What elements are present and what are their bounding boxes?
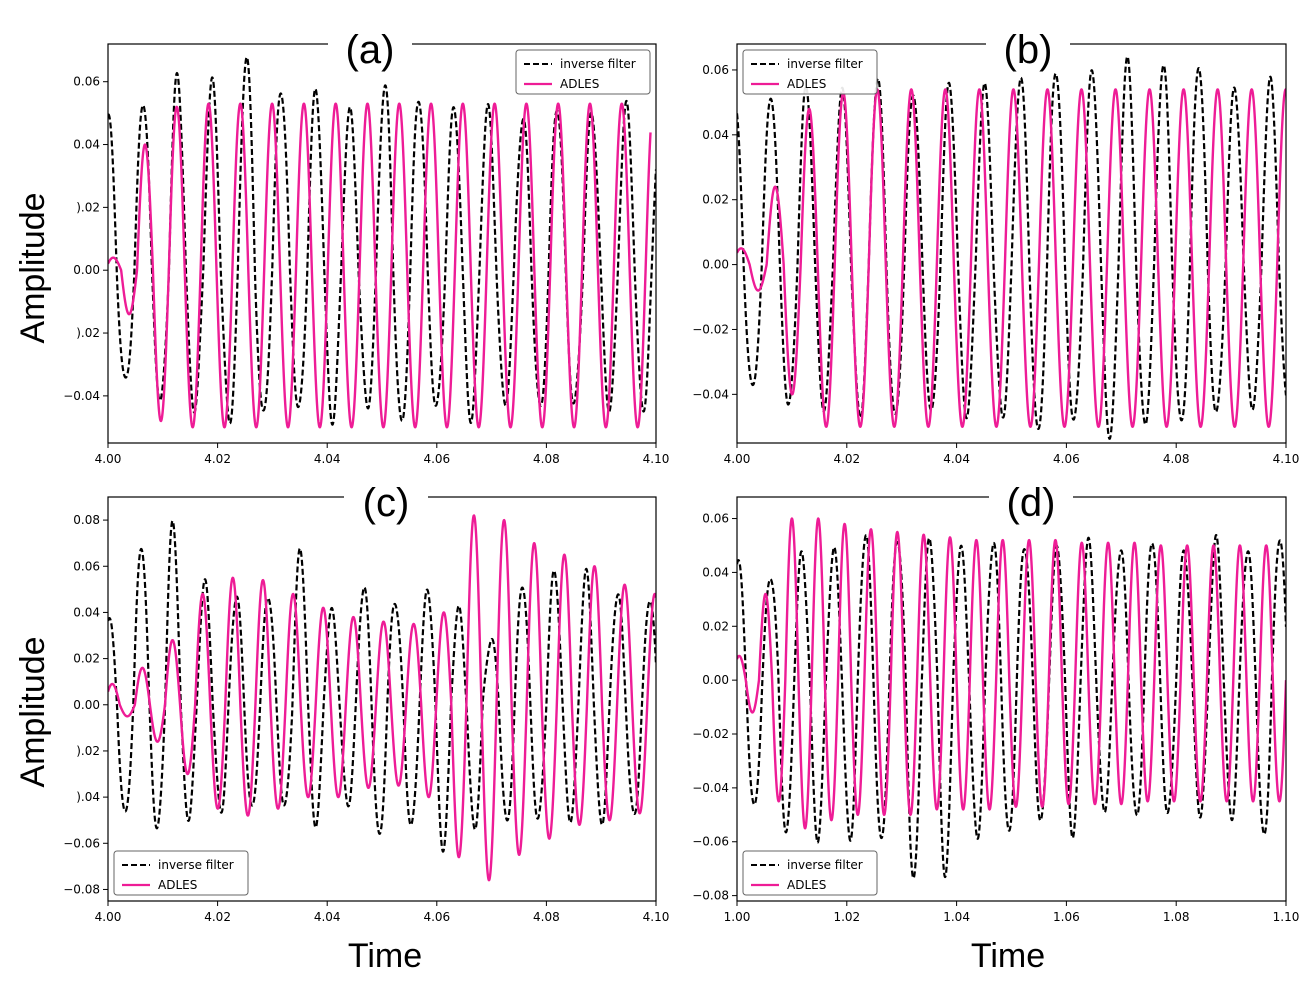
y-tick-label-a: ).02 (76, 326, 100, 340)
y-tick-label-b: 0.02 (702, 193, 729, 207)
panel-label-c: (c) (363, 481, 410, 525)
x-tick-label-b: 4.06 (1053, 452, 1080, 466)
y-tick-label-d: 0.02 (702, 619, 729, 633)
x-axis-title-right: Time (971, 937, 1045, 975)
x-tick-label-b: 4.02 (833, 452, 860, 466)
panel-label-bg-d (989, 471, 1073, 521)
x-tick-label-c: 4.08 (533, 910, 560, 924)
inverse-filter-line-d (737, 533, 1286, 880)
y-tick-label-d: 0.06 (702, 512, 729, 526)
x-tick-label-d: 1.10 (1273, 910, 1300, 924)
y-tick-label-a: 0.04 (73, 138, 100, 152)
y-tick-label-d: −0.04 (692, 781, 729, 795)
x-tick-label-a: 4.08 (533, 452, 560, 466)
legend-label-adles: ADLES (158, 878, 197, 892)
legend-label-inverse-filter: inverse filter (560, 57, 636, 71)
y-tick-label-d: −0.06 (692, 835, 729, 849)
y-axis-title-top: Amplitude (14, 192, 52, 343)
panel-label-bg-b (986, 18, 1070, 68)
y-tick-label-d: 0.00 (702, 673, 729, 687)
x-axis-title-left: Time (348, 937, 422, 975)
x-tick-label-d: 1.06 (1053, 910, 1080, 924)
y-tick-label-b: −0.04 (692, 387, 729, 401)
panel-label-bg-c (344, 471, 428, 521)
adles-line-d (737, 517, 1286, 830)
y-tick-label-c: 0.00 (73, 698, 100, 712)
y-tick-label-b: 0.00 (702, 258, 729, 272)
x-tick-label-a: 4.00 (95, 452, 122, 466)
x-tick-label-d: 1.02 (833, 910, 860, 924)
legend-label-inverse-filter: inverse filter (787, 57, 863, 71)
y-tick-label-b: 0.06 (702, 63, 729, 77)
y-tick-label-a: −0.04 (63, 389, 100, 403)
y-tick-label-d: −0.02 (692, 727, 729, 741)
y-tick-label-c: ).02 (76, 744, 100, 758)
legend-label-inverse-filter: inverse filter (158, 858, 234, 872)
x-tick-label-a: 4.06 (423, 452, 450, 466)
x-tick-label-d: 1.04 (943, 910, 970, 924)
x-tick-label-c: 4.02 (204, 910, 231, 924)
x-tick-label-b: 4.10 (1273, 452, 1300, 466)
x-tick-label-c: 4.00 (95, 910, 122, 924)
y-axis-title-bottom: Amplitude (14, 636, 52, 787)
plot-frame-c (107, 496, 657, 902)
x-tick-label-d: 1.08 (1163, 910, 1190, 924)
y-tick-label-b: 0.04 (702, 128, 729, 142)
x-tick-label-b: 4.00 (724, 452, 751, 466)
inverse-filter-line-a (108, 56, 656, 426)
inverse-filter-line-b (737, 55, 1286, 440)
y-tick-label-a: 0.06 (73, 75, 100, 89)
adles-line-c (108, 514, 656, 882)
panel-label-bg-a (328, 18, 412, 68)
x-tick-label-c: 4.10 (643, 910, 670, 924)
y-tick-label-c: −0.08 (63, 882, 100, 896)
legend-label-adles: ADLES (787, 878, 826, 892)
legend-label-inverse-filter: inverse filter (787, 858, 863, 872)
x-tick-label-a: 4.04 (314, 452, 341, 466)
legend-d: inverse filter ADLES (742, 850, 878, 896)
x-tick-label-a: 4.10 (643, 452, 670, 466)
y-tick-label-c: ).04 (76, 790, 100, 804)
x-tick-label-b: 4.08 (1163, 452, 1190, 466)
x-tick-label-b: 4.04 (943, 452, 970, 466)
x-tick-label-d: 1.00 (724, 910, 751, 924)
inverse-filter-line-c (108, 519, 656, 853)
y-tick-label-c: 0.06 (73, 559, 100, 573)
adles-line-b (737, 88, 1286, 428)
y-tick-label-b: −0.02 (692, 322, 729, 336)
x-tick-label-a: 4.02 (204, 452, 231, 466)
panel-a: 4.00 4.02 4.04 4.06 4.08 4.10 −0.04 ).02 0.00 ).0… (63, 18, 669, 466)
y-tick-label-c: 0.04 (73, 605, 100, 619)
y-tick-label-c: 0.08 (73, 513, 100, 527)
y-tick-label-c: −0.06 (63, 836, 100, 850)
y-tick-label-d: 0.04 (702, 565, 729, 579)
panel-b: 4.00 4.02 4.04 4.06 4.08 4.10 −0.04 −0.02 0.00 0.… (692, 18, 1299, 466)
legend-a: inverse filter ADLES (515, 49, 651, 95)
y-tick-label-d: −0.08 (692, 889, 729, 903)
y-tick-label-c: 0.02 (73, 652, 100, 666)
adles-line-a (108, 102, 652, 429)
panel-c: 4.00 4.02 4.04 4.06 4.08 4.10 −0.08 −0.06 ).04).… (63, 471, 669, 924)
panel-label-a: (a) (346, 28, 395, 72)
y-tick-label-a: ).02 (76, 200, 100, 214)
panel-label-d: (d) (1007, 481, 1056, 525)
legend-label-adles: ADLES (560, 77, 599, 91)
panel-d: 1.00 1.02 1.04 1.06 1.08 1.10 −0.08 −0.06 −0.04 −… (692, 471, 1299, 924)
legend-b: inverse filter ADLES (742, 49, 878, 95)
legend-label-adles: ADLES (787, 77, 826, 91)
y-tick-label-a: 0.00 (73, 263, 100, 277)
panel-label-b: (b) (1004, 28, 1053, 72)
x-tick-label-c: 4.06 (423, 910, 450, 924)
x-tick-label-c: 4.04 (314, 910, 341, 924)
legend-c: inverse filter ADLES (113, 850, 249, 896)
